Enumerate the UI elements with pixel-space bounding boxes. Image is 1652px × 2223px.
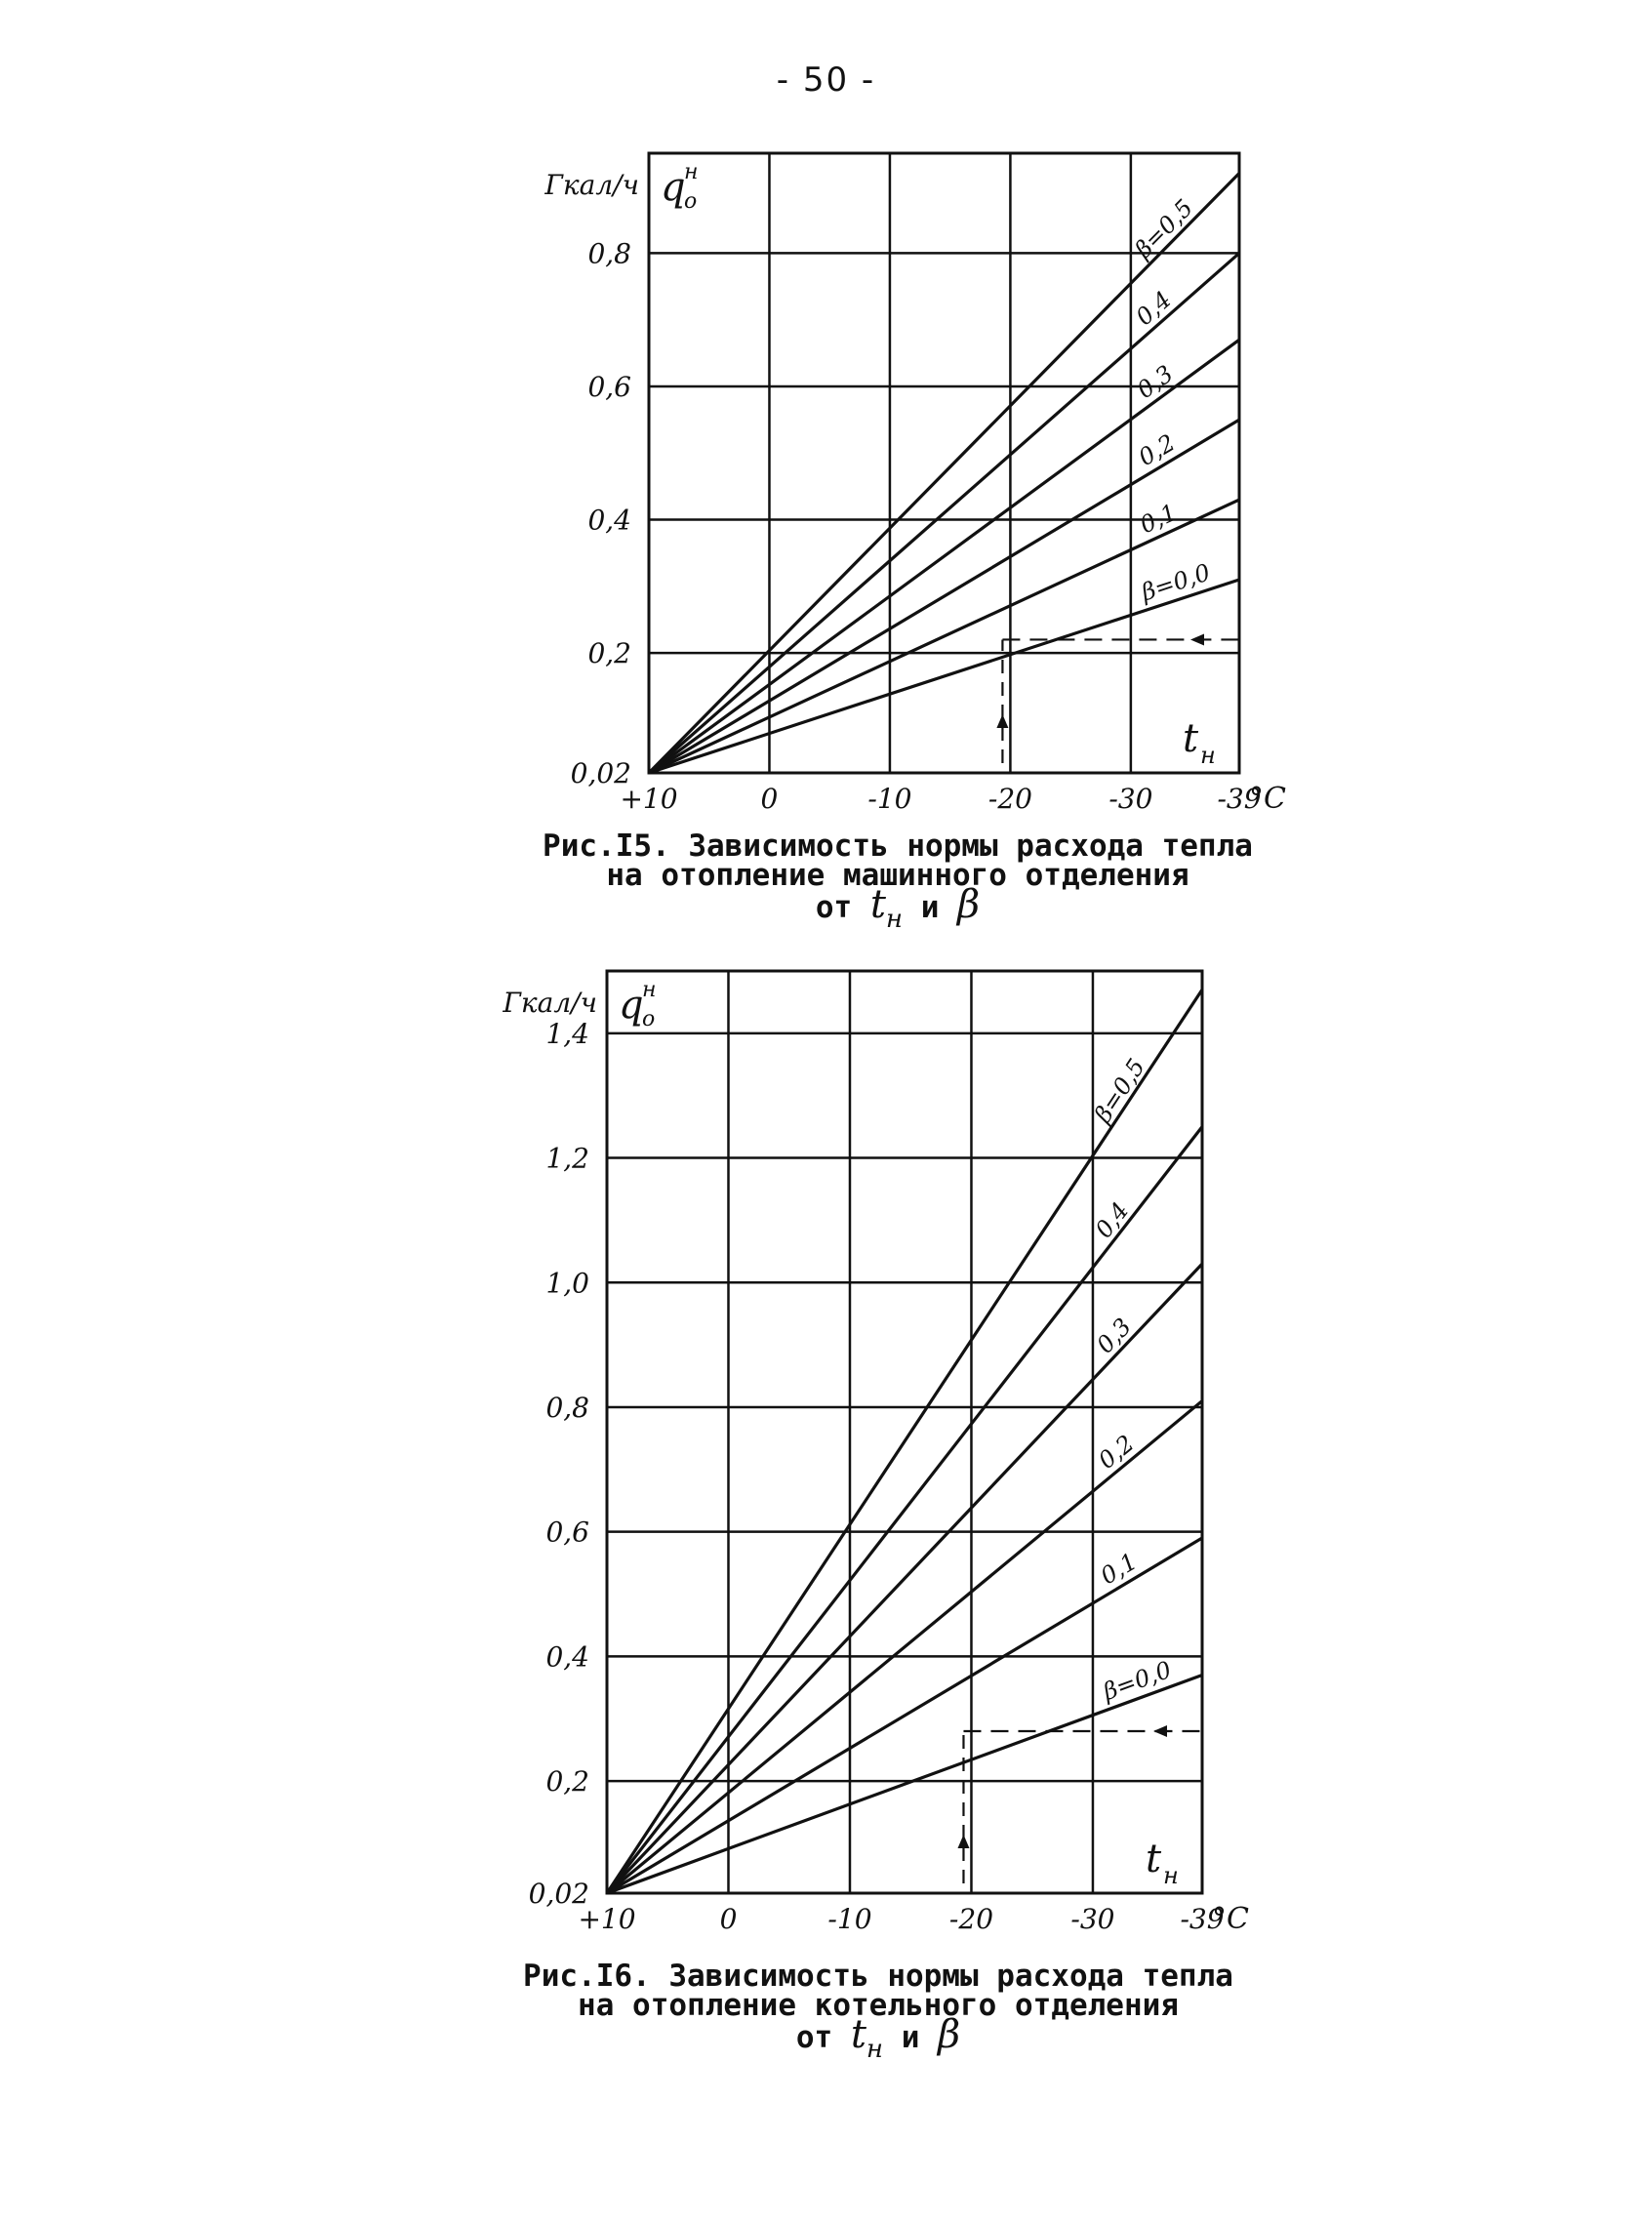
- x-symbol-sub-15: н: [1200, 742, 1216, 769]
- figure-16-caption-line3: от tн и β: [400, 2015, 1356, 2064]
- y-tick-label-16-6: 1,2: [545, 1143, 589, 1175]
- y-tick-label-16-4: 0,8: [545, 1392, 589, 1424]
- x-unit-label-16: °C: [1212, 1902, 1249, 1936]
- figure-16-caption-line1: Рис.I6. Зависимость нормы расхода тепла: [523, 1959, 1233, 1994]
- series-label-16-4: 0,4: [1090, 1197, 1135, 1243]
- figure-16-caption: Рис.I6. Зависимость нормы расхода тепла …: [400, 1959, 1356, 2065]
- y-symbol-sup-16: н: [642, 978, 657, 1002]
- y-symbol-sup-15: н: [684, 160, 699, 184]
- y-tick-label-16-7: 1,4: [545, 1018, 589, 1050]
- series-line-15-3: [648, 338, 1240, 775]
- figure-15-caption-t: t: [869, 882, 886, 927]
- figure-16-caption-t: t: [850, 2012, 866, 2057]
- y-symbol-sub-15: о: [684, 189, 697, 214]
- x-symbol-15: t: [1183, 716, 1199, 761]
- x-tick-label-15-1: 0: [761, 783, 779, 815]
- figure-15-caption-beta: β: [957, 882, 981, 927]
- y-tick-label-16-0: 0,02: [529, 1878, 589, 1910]
- x-tick-label-15-0: +10: [620, 783, 677, 815]
- y-tick-label-16-1: 0,2: [545, 1765, 589, 1798]
- y-tick-label-16-3: 0,6: [545, 1516, 589, 1549]
- series-line-16-4: [605, 1125, 1204, 1894]
- series-line-16-3: [605, 1263, 1204, 1895]
- annotation-arrow-left-15: [1190, 633, 1204, 646]
- figure-15-caption-and: и: [920, 890, 940, 925]
- series-line-15-5: [647, 172, 1241, 775]
- series-line-15-4: [647, 252, 1241, 775]
- y-tick-label-16-5: 1,0: [545, 1267, 589, 1299]
- figure-16-caption-and: и: [901, 2020, 920, 2055]
- y-tick-label-15-1: 0,2: [587, 637, 631, 669]
- x-tick-label-16-1: 0: [720, 1903, 738, 1935]
- series-line-16-2: [605, 1399, 1204, 1895]
- figure-15-caption: Рис.I5. Зависимость нормы расхода тепла …: [420, 829, 1376, 935]
- x-symbol-sub-16: н: [1163, 1862, 1179, 1889]
- y-tick-label-15-3: 0,6: [587, 371, 631, 403]
- x-symbol-16: t: [1146, 1837, 1162, 1881]
- annotation-arrow-up-15: [996, 714, 1009, 728]
- series-line-15-0: [648, 578, 1240, 775]
- x-tick-label-15-4: -30: [1108, 783, 1152, 815]
- figure-16-caption-t-sub: н: [866, 2035, 884, 2064]
- annotation-arrow-left-16: [1153, 1724, 1167, 1737]
- figure-16-caption-from: от: [795, 2020, 833, 2055]
- x-tick-label-16-5: -39: [1180, 1903, 1224, 1935]
- x-tick-label-16-3: -20: [949, 1903, 993, 1935]
- series-line-15-2: [648, 418, 1240, 775]
- plot-frame-15: [647, 151, 1241, 775]
- y-symbol-15: q: [661, 165, 686, 210]
- annotation-arrow-up-16: [957, 1835, 970, 1848]
- series-line-16-0: [606, 1674, 1203, 1895]
- page-number: - 50 -: [776, 61, 876, 100]
- x-tick-label-16-0: +10: [578, 1903, 635, 1935]
- y-tick-label-15-2: 0,4: [587, 505, 631, 537]
- series-line-16-5: [605, 989, 1204, 1894]
- y-tick-label-16-2: 0,4: [545, 1640, 589, 1673]
- series-line-16-1: [606, 1536, 1203, 1895]
- figure-16-caption-beta: β: [938, 2012, 961, 2057]
- series-label-16-1: 0,1: [1096, 1548, 1142, 1591]
- figure-15-caption-line1: Рис.I5. Зависимость нормы расхода тепла: [543, 829, 1253, 864]
- series-line-15-1: [648, 498, 1240, 775]
- y-units-label-15: Гкал/ч: [544, 169, 639, 201]
- plot-frame-16: [605, 969, 1204, 1895]
- series-label-16-3: 0,3: [1091, 1313, 1137, 1358]
- y-symbol-sub-16: о: [642, 1007, 655, 1031]
- y-units-label-16: Гкал/ч: [502, 987, 597, 1019]
- y-tick-label-15-4: 0,8: [587, 237, 631, 269]
- x-tick-label-15-2: -10: [867, 783, 911, 815]
- figure-16-caption-line2: на отопление котельного отделения: [578, 1988, 1179, 2023]
- x-tick-label-16-4: -30: [1070, 1903, 1114, 1935]
- x-tick-label-15-3: -20: [988, 783, 1032, 815]
- series-label-16-2: 0,2: [1093, 1430, 1139, 1475]
- y-tick-label-15-0: 0,02: [571, 757, 631, 789]
- figure-15-caption-line3: от tн и β: [420, 885, 1376, 934]
- x-tick-label-16-2: -10: [827, 1903, 871, 1935]
- x-tick-label-15-5: -39: [1217, 783, 1261, 815]
- x-unit-label-15: °C: [1249, 782, 1286, 816]
- figure-15-caption-line2: на отопление машинного отделения: [606, 858, 1189, 893]
- y-symbol-16: q: [619, 983, 644, 1028]
- figure-15-caption-t-sub: н: [885, 905, 904, 934]
- figure-15-caption-from: от: [815, 890, 853, 925]
